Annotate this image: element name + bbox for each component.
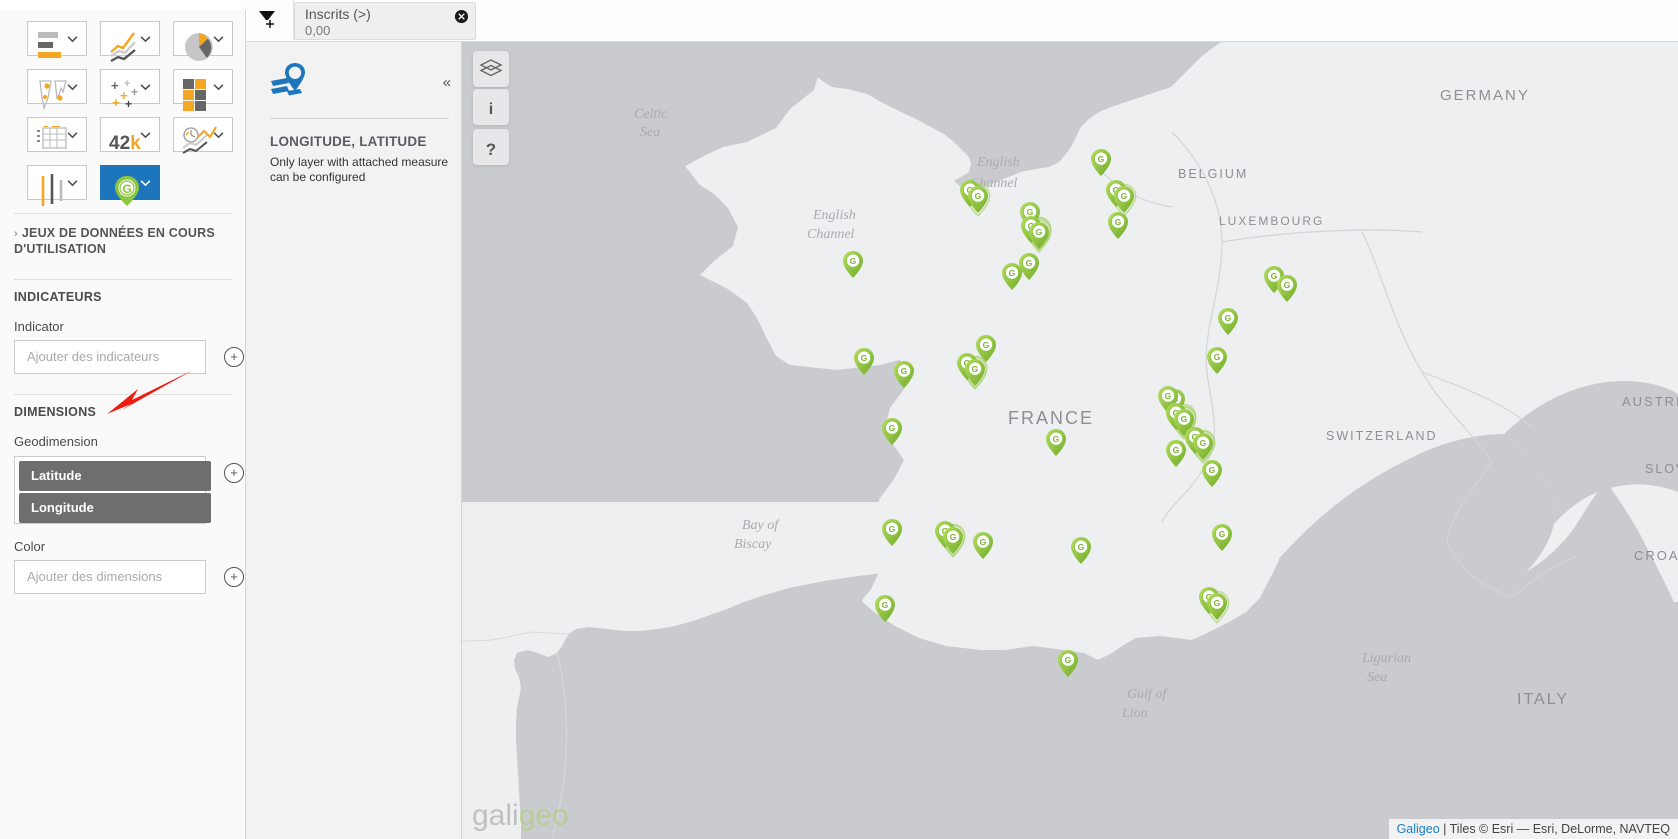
svg-text:+: + xyxy=(125,97,132,111)
svg-text:G: G xyxy=(122,182,131,196)
svg-text:ITALY: ITALY xyxy=(1517,691,1569,708)
svg-text:Lion: Lion xyxy=(1121,706,1148,721)
svg-text:Celtic: Celtic xyxy=(634,107,668,122)
svg-text:+: + xyxy=(111,78,119,93)
svg-text:?: ? xyxy=(486,140,496,159)
svg-text:Channel: Channel xyxy=(807,227,855,242)
svg-text:Gulf of: Gulf of xyxy=(1127,687,1168,702)
svg-text:42k: 42k xyxy=(109,133,141,154)
svg-text:English: English xyxy=(976,155,1020,170)
svg-text:Biscay: Biscay xyxy=(734,537,772,552)
svg-text:SWITZERLAND: SWITZERLAND xyxy=(1326,429,1438,443)
svg-text:Sea: Sea xyxy=(1367,670,1387,685)
svg-text:LUXEMBOURG: LUXEMBOURG xyxy=(1219,214,1324,228)
svg-text:+: + xyxy=(112,95,120,110)
svg-text:AUSTRIA: AUSTRIA xyxy=(1622,394,1678,409)
svg-text:Bay of: Bay of xyxy=(742,518,780,533)
svg-text:Ligurian: Ligurian xyxy=(1361,651,1411,666)
svg-text:FRANCE: FRANCE xyxy=(1008,408,1094,428)
svg-text:English: English xyxy=(812,208,856,223)
svg-text:i: i xyxy=(489,101,493,118)
svg-text:BELGIUM: BELGIUM xyxy=(1178,167,1248,181)
svg-text:GERMANY: GERMANY xyxy=(1440,87,1530,104)
svg-text:SLOVENIA: SLOVENIA xyxy=(1645,462,1678,476)
svg-text:+: + xyxy=(131,85,138,99)
svg-text:CROATIA: CROATIA xyxy=(1634,548,1678,563)
svg-text:Sea: Sea xyxy=(640,125,660,140)
